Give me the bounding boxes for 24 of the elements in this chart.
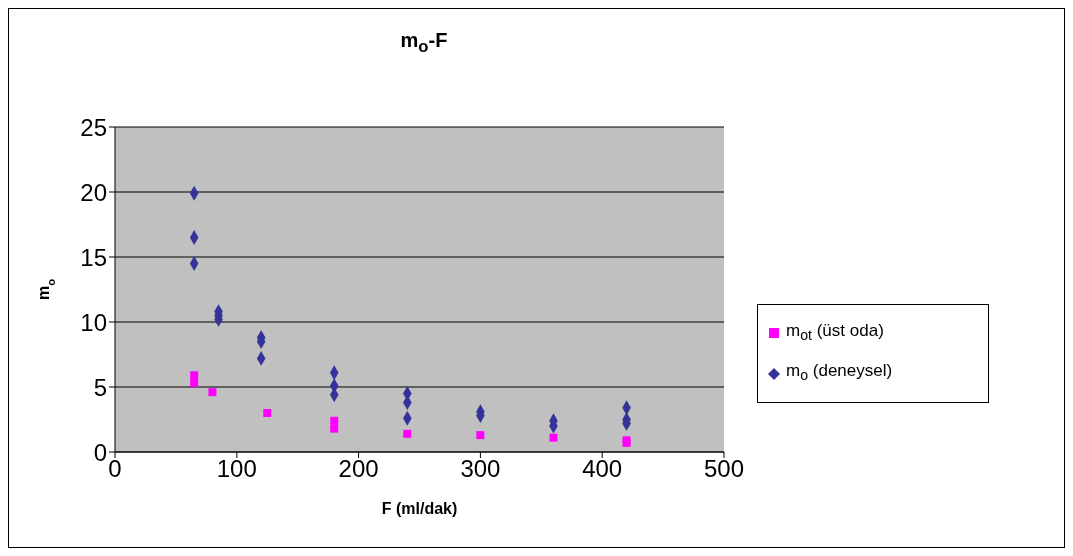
y-tick-label: 10 [80, 308, 107, 336]
x-tick-label: 200 [338, 455, 379, 483]
point [403, 429, 412, 438]
point [549, 433, 558, 442]
point [330, 416, 339, 425]
point [190, 371, 199, 380]
legend-label: m$_{ot}$ (üst oda) [786, 320, 884, 346]
y-tick-label: 15 [80, 243, 107, 271]
x-tick-label: 300 [460, 455, 501, 483]
point [208, 388, 217, 397]
point [476, 431, 485, 440]
x-axis-title: F (ml/dak) [381, 500, 458, 517]
y-tick-label: 0 [93, 438, 107, 466]
y-tick-label: 5 [93, 373, 107, 401]
y-tick-label: 20 [80, 178, 107, 206]
y-tick-label: 25 [80, 113, 107, 141]
point [263, 409, 272, 417]
chart-title: m$_{o}$-F [399, 29, 449, 57]
legend-label: m$_{o}$ (deneysel) [786, 360, 893, 386]
x-tick-label: 400 [582, 455, 623, 483]
point [330, 424, 339, 433]
x-tick-label: 500 [703, 455, 745, 483]
point [190, 379, 199, 388]
x-tick-label: 100 [216, 455, 257, 483]
